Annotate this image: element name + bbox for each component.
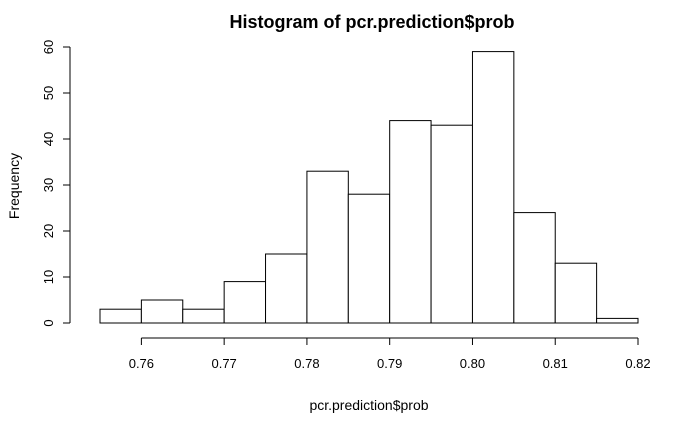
y-tick-label-6: 60 [41,40,56,54]
histogram-bar-11 [554,262,598,324]
histogram-bar-2 [182,308,225,324]
x-tick-label-1: 0.77 [211,356,236,371]
y-tick-label-2: 20 [41,224,56,238]
y-tick-label-5: 50 [41,86,56,100]
x-tick-label-4: 0.80 [460,356,485,371]
histogram-bar-12 [596,317,639,324]
histogram-bar-6 [347,193,391,324]
histogram-bar-7 [389,120,432,324]
histogram-bar-5 [306,170,349,324]
x-tick-label-6: 0.82 [625,356,650,371]
histogram-bar-10 [513,212,556,324]
y-tick-label-3: 30 [41,178,56,192]
histogram-bars [99,51,639,324]
y-tick-label-1: 10 [41,270,56,284]
y-axis-label: Frequency [6,153,22,219]
x-tick-label-0: 0.76 [129,356,154,371]
x-tick-label-5: 0.81 [543,356,568,371]
y-axis: 0 10 20 30 40 50 60 [41,40,71,327]
x-tick-label-2: 0.78 [294,356,319,371]
histogram-bar-9 [471,51,515,324]
histogram-bar-0 [99,308,142,324]
chart-title: Histogram of pcr.prediction$prob [229,12,514,32]
x-axis: 0.76 0.77 0.78 0.79 0.80 0.81 0.82 [129,337,651,371]
x-tick-label-3: 0.79 [377,356,402,371]
histogram-bar-1 [140,299,184,324]
histogram-bar-3 [223,281,267,324]
histogram-bar-4 [265,253,308,324]
y-tick-label-0: 0 [41,319,56,326]
x-axis-label: pcr.prediction$prob [309,397,428,413]
histogram-bar-8 [430,124,473,324]
y-tick-label-4: 40 [41,132,56,146]
